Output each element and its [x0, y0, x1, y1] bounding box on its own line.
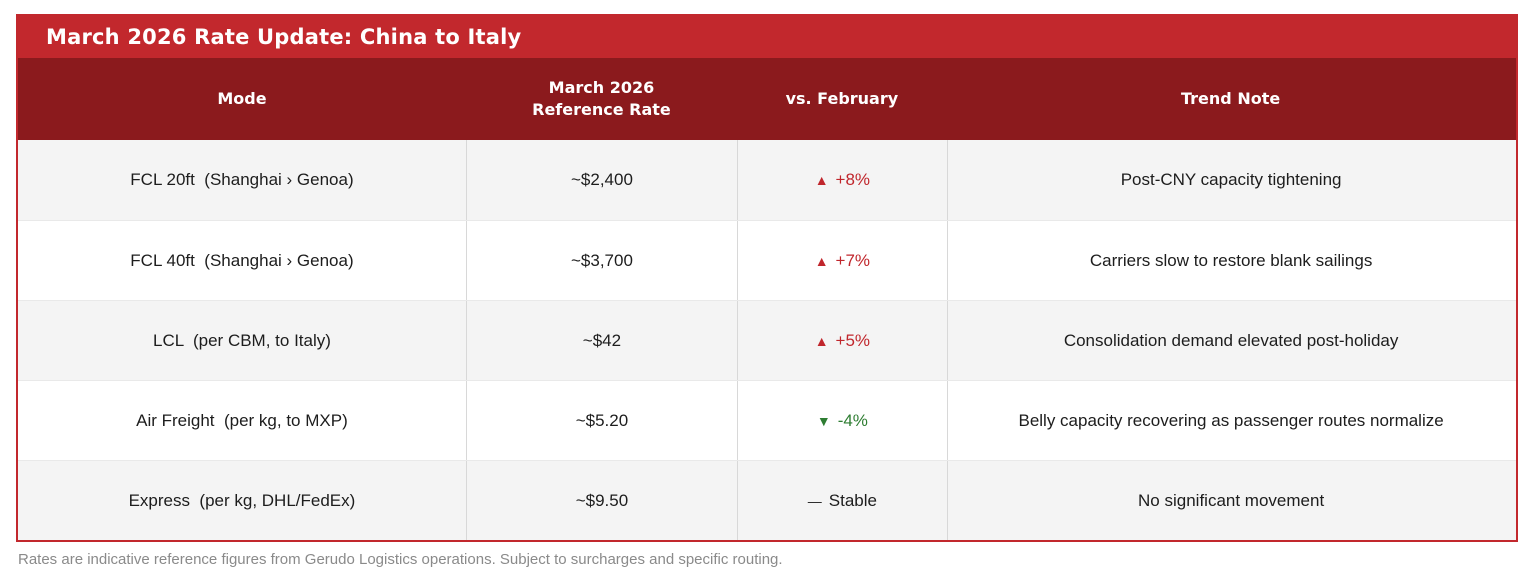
- trend-note-cell: Belly capacity recovering as passenger r…: [946, 381, 1515, 460]
- change-value: Stable: [828, 490, 877, 510]
- stable-dash-icon: —: [807, 492, 822, 509]
- change-cell: ▲ +8%: [737, 140, 947, 220]
- column-header-trend-note: Trend Note: [1181, 89, 1281, 108]
- trend-up-icon: ▲: [814, 252, 829, 269]
- table-row: Express (per kg, DHL/FedEx) ~$9.50 — Sta…: [18, 460, 1516, 540]
- change-cell: ▲ +5%: [737, 301, 947, 380]
- change-value: +8%: [835, 170, 871, 189]
- mode-cell: Express (per kg, DHL/FedEx): [128, 490, 356, 510]
- table-row: LCL (per CBM, to Italy) ~$42 ▲ +5% Conso…: [18, 300, 1516, 380]
- page-title: March 2026 Rate Update: China to Italy: [46, 25, 522, 49]
- trend-down-icon: ▼: [816, 412, 831, 429]
- table-header-row: Mode March 2026 Reference Rate vs. Febru…: [18, 58, 1516, 140]
- mode-cell: FCL 20ft (Shanghai › Genoa): [130, 170, 354, 189]
- trend-note-cell: Post-CNY capacity tightening: [946, 140, 1515, 220]
- mode-cell: Air Freight (per kg, to MXP): [136, 410, 348, 430]
- table-row: FCL 20ft (Shanghai › Genoa) ~$2,400 ▲ +8…: [18, 140, 1516, 220]
- change-cell: ▼ -4%: [737, 381, 947, 460]
- mode-cell: FCL 40ft (Shanghai › Genoa): [130, 250, 354, 270]
- rate-cell: ~$2,400: [465, 140, 737, 220]
- column-header-vs-february: vs. February: [785, 89, 899, 108]
- rate-cell: ~$3,700: [465, 221, 737, 300]
- footnote: Rates are indicative reference figures f…: [18, 551, 783, 568]
- change-value: +5%: [835, 330, 871, 350]
- column-header-reference-rate: March 2026 Reference Rate: [532, 78, 671, 119]
- trend-note-cell: Consolidation demand elevated post-holid…: [946, 301, 1515, 380]
- trend-note-cell: No significant movement: [946, 461, 1515, 540]
- change-cell: — Stable: [737, 461, 947, 540]
- table-row: FCL 40ft (Shanghai › Genoa) ~$3,700 ▲ +7…: [18, 220, 1516, 300]
- mode-cell: LCL (per CBM, to Italy): [152, 330, 331, 350]
- rate-table-panel: March 2026 Rate Update: China to Italy M…: [16, 14, 1518, 542]
- rate-cell: ~$5.20: [465, 381, 737, 460]
- trend-up-icon: ▲: [814, 332, 829, 349]
- trend-up-icon: ▲: [814, 172, 829, 188]
- change-value: -4%: [837, 410, 868, 430]
- change-value: +7%: [835, 250, 871, 270]
- column-header-mode: Mode: [217, 89, 267, 108]
- change-cell: ▲ +7%: [737, 221, 947, 300]
- title-bar: March 2026 Rate Update: China to Italy: [18, 16, 1516, 58]
- rate-cell: ~$42: [465, 301, 737, 380]
- trend-note-cell: Carriers slow to restore blank sailings: [946, 221, 1515, 300]
- rate-cell: ~$9.50: [465, 461, 737, 540]
- table-row: Air Freight (per kg, to MXP) ~$5.20 ▼ -4…: [18, 380, 1516, 460]
